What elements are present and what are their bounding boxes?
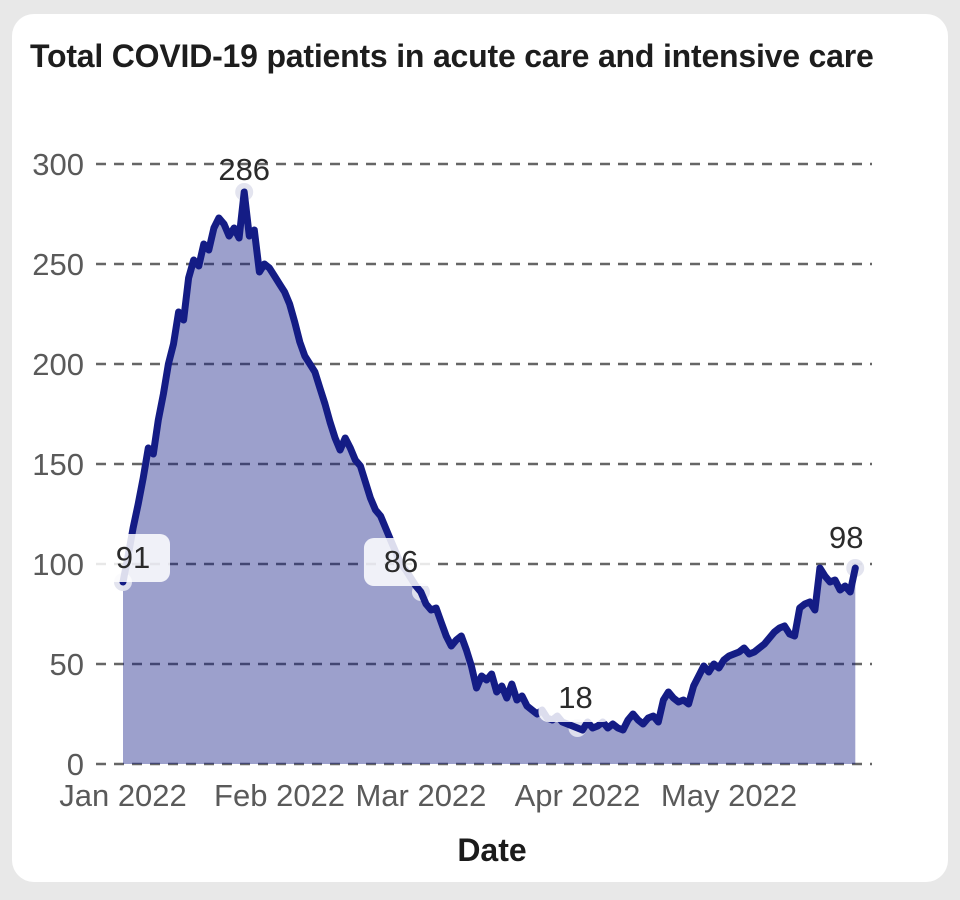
annotation-label-background bbox=[363, 538, 438, 586]
y-tick-label: 0 bbox=[67, 747, 84, 782]
x-tick-label: May 2022 bbox=[661, 778, 797, 813]
chart-line bbox=[119, 188, 859, 734]
chart-title: Total COVID-19 patients in acute care an… bbox=[30, 38, 874, 74]
annotation-label-background bbox=[538, 674, 613, 722]
y-tick-label: 200 bbox=[32, 347, 84, 382]
x-tick-label: Jan 2022 bbox=[59, 778, 187, 813]
y-tick-label: 50 bbox=[50, 647, 84, 682]
annotation-label: 18 bbox=[558, 680, 592, 715]
y-tick-label: 100 bbox=[32, 547, 84, 582]
annotation-label: 91 bbox=[116, 540, 150, 575]
annotation-label: 86 bbox=[384, 544, 418, 579]
x-tick-label: Mar 2022 bbox=[355, 778, 486, 813]
annotation-label: 98 bbox=[829, 520, 863, 555]
chart-area-fill bbox=[123, 192, 856, 764]
x-axis-title: Date bbox=[457, 832, 526, 868]
x-tick-label: Feb 2022 bbox=[214, 778, 345, 813]
y-tick-label: 300 bbox=[32, 147, 84, 182]
chart-card bbox=[12, 14, 948, 882]
annotation-label-background bbox=[96, 534, 170, 582]
y-tick-label: 150 bbox=[32, 447, 84, 482]
x-tick-label: Apr 2022 bbox=[515, 778, 641, 813]
annotation-label: 286 bbox=[218, 152, 270, 187]
y-tick-label: 250 bbox=[32, 247, 84, 282]
